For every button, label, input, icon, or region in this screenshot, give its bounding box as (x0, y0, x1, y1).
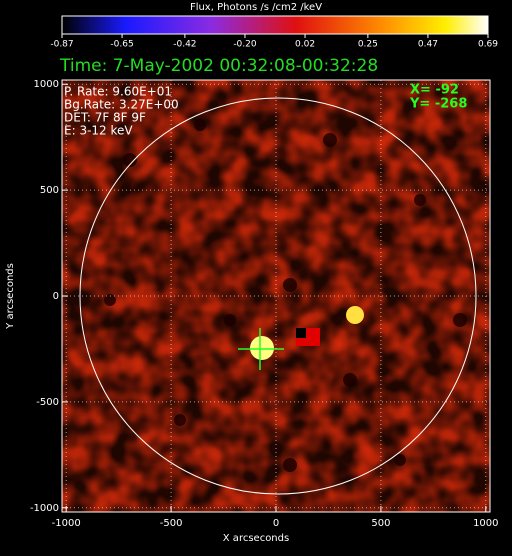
y-axis-label: Y arcseconds (5, 263, 16, 330)
colorbar-tick-label: -0.20 (233, 40, 257, 50)
x-tick-label: 500 (371, 518, 390, 529)
colorbar-tick-label: 0.69 (478, 40, 498, 50)
position-line: Y= -268 (409, 97, 467, 112)
x-tick-label: -500 (160, 518, 183, 529)
position-line: X= -92 (410, 83, 459, 98)
info-line: P. Rate: 9.60E+01 (64, 85, 172, 99)
colorbar-tick-label: 0.02 (295, 40, 315, 50)
x-tick-label: 0 (273, 518, 279, 529)
solar-limb (79, 97, 477, 495)
colorbar-tick-label: -0.42 (173, 40, 196, 50)
colorbar-tick-label: 0.47 (418, 40, 438, 50)
x-tick-label: 1000 (473, 518, 498, 529)
y-tick-label: 1000 (34, 79, 59, 90)
time-label: Time: 7-May-2002 00:32:08-00:32:28 (59, 56, 378, 76)
y-tick-label: -1000 (30, 503, 59, 514)
colorbar-tick-label: -0.87 (50, 40, 73, 50)
info-line: Bg.Rate: 3.27E+00 (64, 98, 179, 112)
y-tick-label: 0 (53, 291, 59, 302)
x-axis-label: X arcseconds (223, 533, 289, 544)
info-line: DET: 7F 8F 9F (64, 111, 146, 125)
y-tick-label: 500 (40, 185, 59, 196)
y-tick-label: -500 (36, 397, 59, 408)
colorbar-tick-label: -0.65 (110, 40, 133, 50)
colorbar-title: Flux, Photons /s /cm2 /keV (190, 2, 322, 13)
x-tick-label: -1000 (52, 518, 81, 529)
colorbar-tick-label: 0.25 (358, 40, 378, 50)
colorbar (61, 15, 489, 35)
info-line: E: 3-12 keV (64, 124, 133, 138)
